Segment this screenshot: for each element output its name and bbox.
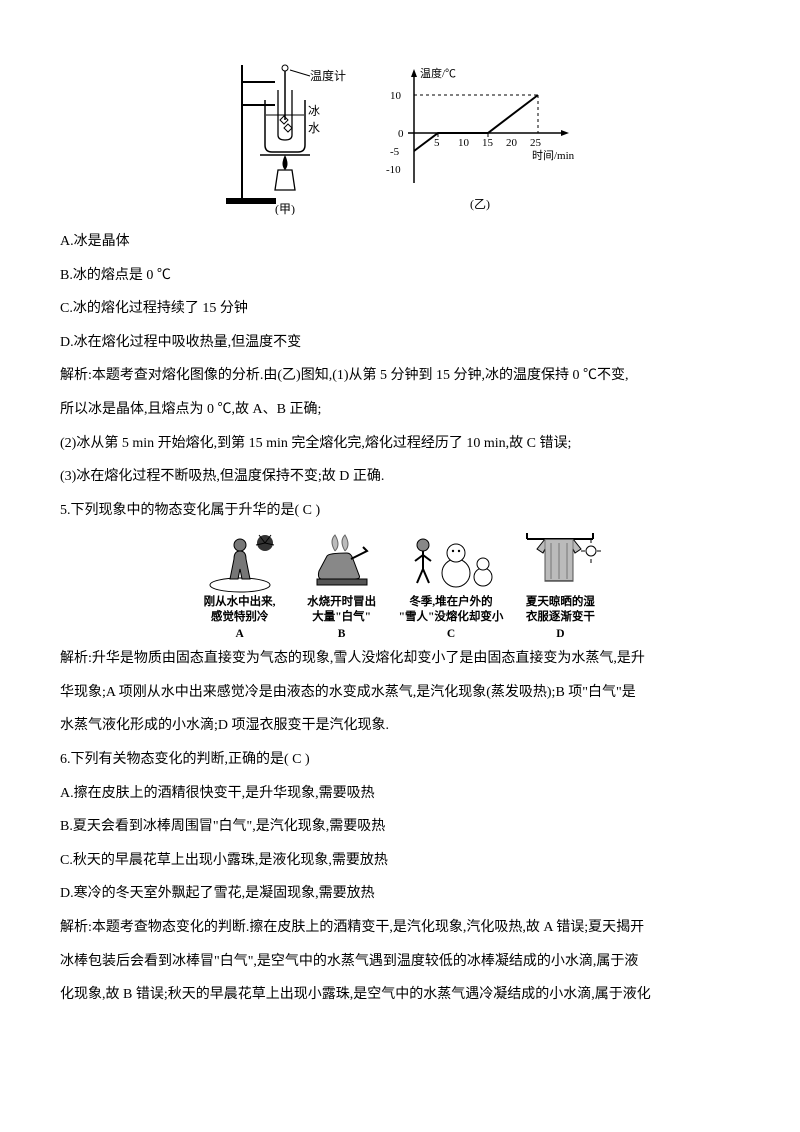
q6-opt-d: D.寒冷的冬天室外飘起了雪花,是凝固现象,需要放热 [60, 877, 740, 911]
q5-item-b: 水烧开时冒出大量"白气" B [297, 531, 387, 642]
q5-analysis-1: 解析:升华是物质由固态直接变为气态的现象,雪人没熔化却变小了是由固态直接变为水蒸… [60, 642, 740, 676]
xtick-25: 25 [530, 137, 542, 149]
q5-d-label: D [515, 627, 605, 642]
q5-image-row: 刚从水中出来, 感觉特别冷 A 水烧开时冒出大量"白气" B 冬季,堆在户外的 "雪… [60, 531, 740, 642]
q5-b-cap2: 大量"白气" [312, 611, 371, 623]
q5-image-d [515, 531, 605, 593]
q5-b-label: B [297, 627, 387, 642]
q6-stem: 6.下列有关物态变化的判断,正确的是( C ) [60, 743, 740, 777]
ytick-neg10: -10 [386, 164, 401, 176]
q5-c-cap1: 冬季,堆在户外的 [409, 596, 492, 608]
q5-d-cap2: 衣服逐渐变干 [526, 611, 595, 623]
q5-a-cap1: 刚从水中出来, [204, 596, 276, 608]
apparatus-caption: (甲) [275, 202, 295, 215]
q5-c-cap2: "雪人"没熔化却变小 [399, 611, 504, 623]
ice-label: 冰 [308, 104, 320, 118]
q5-image-a [195, 531, 285, 593]
q4-analysis-4: (3)冰在熔化过程不断吸热,但温度保持不变;故 D 正确. [60, 460, 740, 494]
q4-opt-c: C.冰的熔化过程持续了 15 分钟 [60, 292, 740, 326]
q4-analysis-3: (2)冰从第 5 min 开始熔化,到第 15 min 完全熔化完,熔化过程经历… [60, 427, 740, 461]
q5-item-a: 刚从水中出来, 感觉特别冷 A [195, 531, 285, 642]
q5-b-cap1: 水烧开时冒出 [307, 596, 376, 608]
q5-analysis-2: 华现象;A 项刚从水中出来感觉冷是由液态的水变成水蒸气,是汽化现象(蒸发吸热);… [60, 676, 740, 710]
q4-analysis-1: 解析:本题考查对熔化图像的分析.由(乙)图知,(1)从第 5 分钟到 15 分钟… [60, 359, 740, 393]
q6-opt-a: A.擦在皮肤上的酒精很快变干,是升华现象,需要吸热 [60, 777, 740, 811]
q4-opt-b: B.冰的熔点是 0 ℃ [60, 259, 740, 293]
q4-opt-a: A.冰是晶体 [60, 225, 740, 259]
xtick-20: 20 [506, 137, 518, 149]
xtick-10: 10 [458, 137, 470, 149]
q5-stem: 5.下列现象中的物态变化属于升华的是( C ) [60, 494, 740, 528]
q5-item-d: 夏天晾晒的湿衣服逐渐变干 D [515, 531, 605, 642]
q5-d-cap1: 夏天晾晒的湿 [526, 596, 595, 608]
xlabel: 时间/min [532, 149, 575, 162]
q4-analysis-2: 所以冰是晶体,且熔点为 0 ℃,故 A、B 正确; [60, 393, 740, 427]
q5-item-c: 冬季,堆在户外的 "雪人"没熔化却变小 C [399, 531, 504, 642]
q6-analysis-3: 化现象,故 B 错误;秋天的早晨花草上出现小露珠,是空气中的水蒸气遇冷凝结成的小… [60, 978, 740, 1012]
q5-image-b [297, 531, 387, 593]
apparatus-svg: 温度计 冰 水 (甲) [220, 60, 350, 215]
q5-c-label: C [399, 627, 504, 642]
ytick-10: 10 [390, 90, 402, 102]
ytick-0: 0 [398, 128, 404, 140]
q5-image-c [401, 531, 501, 593]
ylabel: 温度/℃ [420, 66, 456, 80]
xtick-15: 15 [482, 137, 494, 149]
water-label: 水 [308, 121, 320, 135]
q6-opt-b: B.夏天会看到冰棒周围冒"白气",是汽化现象,需要吸热 [60, 810, 740, 844]
q5-analysis-3: 水蒸气液化形成的小水滴;D 项湿衣服变干是汽化现象. [60, 709, 740, 743]
ytick-neg5: -5 [390, 146, 400, 158]
xtick-5: 5 [434, 137, 440, 149]
q5-a-label: A [195, 627, 285, 642]
q5-a-cap2: 感觉特别冷 [211, 611, 269, 623]
q6-analysis-1: 解析:本题考查物态变化的判断.擦在皮肤上的酒精变干,是汽化现象,汽化吸热,故 A… [60, 911, 740, 945]
q6-opt-c: C.秋天的早晨花草上出现小露珠,是液化现象,需要放热 [60, 844, 740, 878]
graph-svg: 10 0 -5 -10 5 10 15 20 25 温度/℃ 时间/min (乙… [380, 63, 580, 213]
q4-opt-d: D.冰在熔化过程中吸收热量,但温度不变 [60, 326, 740, 360]
q6-analysis-2: 冰棒包装后会看到冰棒冒"白气",是空气中的水蒸气遇到温度较低的冰棒凝结成的小水滴… [60, 945, 740, 979]
q4-figure-row: 温度计 冰 水 (甲) 10 0 -5 -10 5 10 15 20 25 温度… [60, 60, 740, 215]
thermometer-label: 温度计 [310, 68, 346, 83]
graph-caption: (乙) [470, 197, 490, 211]
